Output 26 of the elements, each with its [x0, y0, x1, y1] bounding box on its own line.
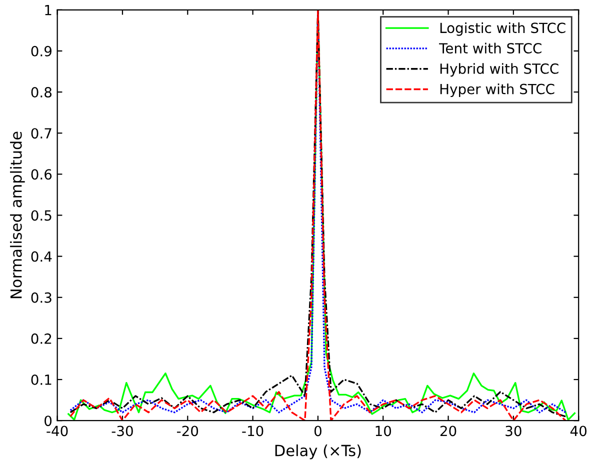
y-tick-label: 0.1: [31, 374, 52, 386]
y-tick-label: 0: [44, 416, 52, 426]
x-tick-label: -10: [242, 426, 264, 436]
x-tick-label: -30: [112, 426, 133, 436]
x-tick-label: 40: [570, 426, 587, 436]
x-tick-label: 0: [314, 426, 322, 436]
legend-label: Logistic with STCC: [440, 22, 566, 36]
y-tick-label: 0.6: [31, 169, 52, 180]
legend-label: Hyper with STCC: [440, 84, 554, 97]
y-tick-label: 0.9: [31, 46, 52, 56]
x-tick-label: 30: [506, 426, 522, 436]
y-tick-label: 0.3: [31, 292, 52, 303]
y-tick-label: 0.8: [31, 87, 52, 98]
x-tick-label: 20: [440, 426, 456, 436]
y-tick-label: 0.2: [31, 333, 52, 344]
y-tick-label: 0.4: [31, 251, 52, 262]
x-tick-label: -20: [176, 426, 198, 436]
y-tick-label: 1: [45, 5, 52, 16]
legend-label: Tent with STCC: [439, 42, 542, 54]
y-tick-label: 0.7: [31, 128, 52, 139]
y-axis-title: Normalised amplitude: [10, 132, 25, 298]
x-tick-label: -40: [46, 426, 68, 436]
y-tick-label: 0.5: [31, 210, 52, 221]
x-axis-title: Delay (×Ts): [275, 444, 361, 460]
legend-label: Hybrid with STCC: [440, 63, 558, 77]
x-tick-label: 10: [376, 426, 392, 436]
